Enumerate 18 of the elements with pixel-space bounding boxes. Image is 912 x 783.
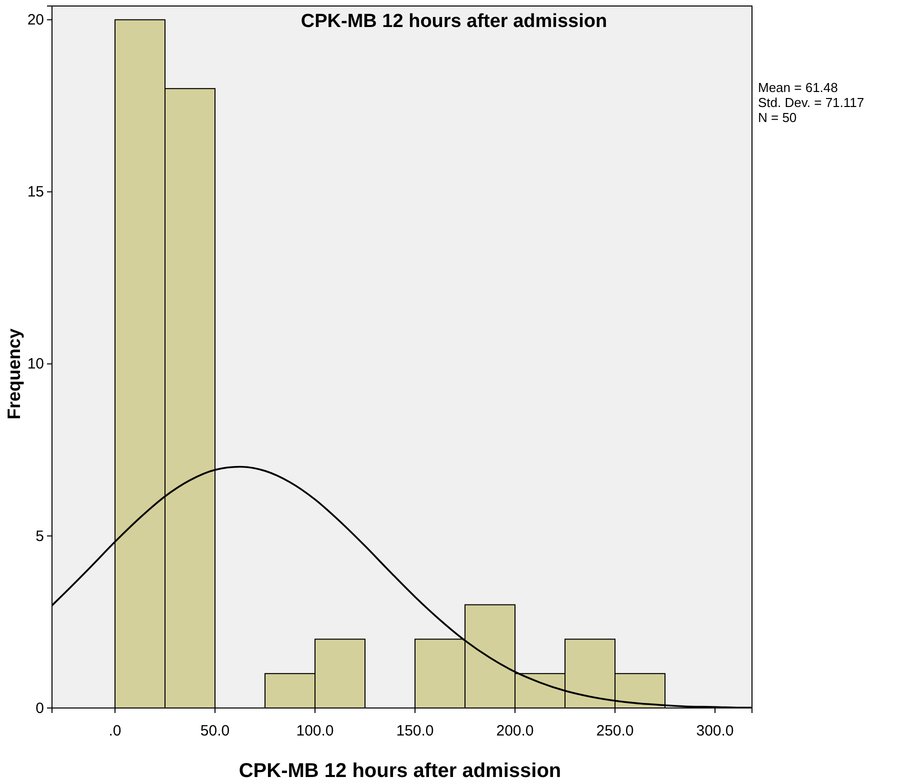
text: N = 50 bbox=[758, 110, 797, 125]
x-tick-label: 300.0 bbox=[696, 722, 734, 740]
y-tick-label: 10 bbox=[27, 356, 44, 373]
x-tick-label: 50.0 bbox=[200, 722, 230, 740]
x-tick-label: 150.0 bbox=[396, 722, 434, 740]
x-axis-title: CPK-MB 12 hours after admission bbox=[238, 760, 562, 782]
y-tick-label: 5 bbox=[36, 528, 44, 545]
x-tick-label: 200.0 bbox=[496, 722, 534, 740]
x-tick-label: 100.0 bbox=[296, 722, 334, 740]
y-tick-label: 20 bbox=[27, 12, 44, 29]
x-tick-label: .0 bbox=[108, 722, 122, 740]
x-tick-label: 250.0 bbox=[596, 722, 634, 740]
y-tick-label: 0 bbox=[36, 700, 44, 717]
text: Mean = 61.48 bbox=[758, 80, 838, 95]
chart-title: CPK-MB 12 hours after admission bbox=[300, 11, 608, 32]
y-axis-title: Frequency bbox=[4, 328, 24, 420]
text: Std. Dev. = 71.117 bbox=[758, 95, 864, 110]
y-tick-label: 15 bbox=[27, 184, 44, 201]
